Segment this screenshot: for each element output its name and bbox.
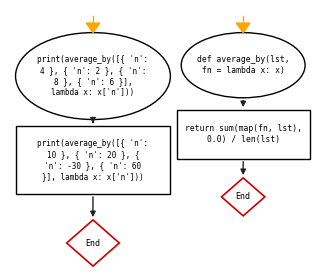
- Text: return sum(map(fn, lst),
0.0) / len(lst): return sum(map(fn, lst), 0.0) / len(lst): [185, 124, 302, 145]
- Polygon shape: [67, 220, 119, 266]
- FancyBboxPatch shape: [177, 110, 310, 159]
- FancyBboxPatch shape: [15, 126, 170, 194]
- Ellipse shape: [15, 33, 170, 119]
- Text: print(average_by([{ 'n':
4 }, { 'n': 2 }, { 'n':
8 }, { 'n': 6 }],
lambda x: x[': print(average_by([{ 'n': 4 }, { 'n': 2 }…: [38, 55, 149, 97]
- Text: End: End: [85, 238, 100, 248]
- Polygon shape: [86, 23, 100, 33]
- Text: def average_by(lst,
fn = lambda x: x): def average_by(lst, fn = lambda x: x): [197, 55, 289, 75]
- Polygon shape: [236, 23, 250, 33]
- Text: print(average_by([{ 'n':
10 }, { 'n': 20 }, {
'n': -30 }, { 'n': 60
}], lambda x: print(average_by([{ 'n': 10 }, { 'n': 20…: [38, 139, 149, 181]
- Ellipse shape: [181, 33, 305, 98]
- Polygon shape: [222, 178, 265, 216]
- Text: End: End: [236, 192, 251, 201]
